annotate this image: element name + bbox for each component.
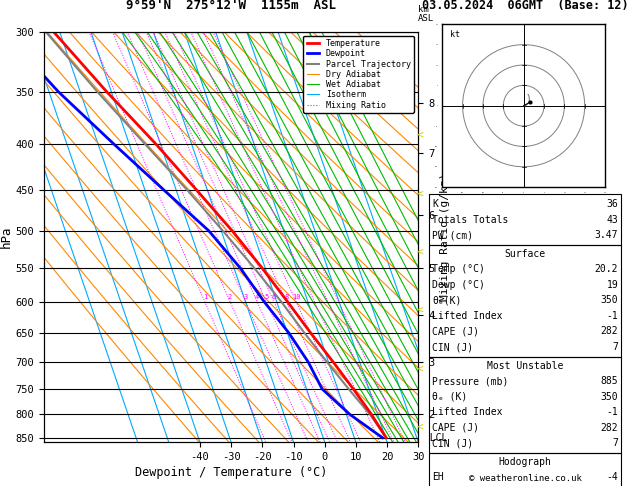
Text: Temp (°C): Temp (°C) (432, 264, 485, 274)
Text: <: < (417, 190, 423, 199)
Text: Hodograph: Hodograph (499, 457, 552, 467)
Text: 3: 3 (243, 294, 248, 300)
Text: <: < (417, 306, 423, 316)
Text: 885: 885 (601, 376, 618, 386)
Text: CAPE (J): CAPE (J) (432, 327, 479, 336)
Text: 03.05.2024  06GMT  (Base: 12): 03.05.2024 06GMT (Base: 12) (422, 0, 628, 12)
Text: 2: 2 (228, 294, 232, 300)
Text: 19: 19 (606, 280, 618, 290)
Text: 282: 282 (601, 423, 618, 433)
Text: Pressure (mb): Pressure (mb) (432, 376, 508, 386)
Text: <: < (417, 423, 423, 433)
Text: 20.2: 20.2 (595, 264, 618, 274)
Text: PW (cm): PW (cm) (432, 230, 473, 240)
Text: -4: -4 (606, 472, 618, 482)
Text: Dewp (°C): Dewp (°C) (432, 280, 485, 290)
Y-axis label: hPa: hPa (0, 226, 13, 248)
Text: Lifted Index: Lifted Index (432, 311, 503, 321)
Text: 9°59'N  275°12'W  1155m  ASL: 9°59'N 275°12'W 1155m ASL (126, 0, 336, 12)
Text: Totals Totals: Totals Totals (432, 215, 508, 225)
Text: © weatheronline.co.uk: © weatheronline.co.uk (469, 474, 582, 483)
Text: 8: 8 (284, 294, 289, 300)
Text: 1: 1 (203, 294, 207, 300)
Text: <: < (417, 248, 423, 258)
Text: -1: -1 (606, 407, 618, 417)
Text: CIN (J): CIN (J) (432, 342, 473, 352)
X-axis label: Dewpoint / Temperature (°C): Dewpoint / Temperature (°C) (135, 466, 327, 479)
Text: 5: 5 (264, 294, 269, 300)
Y-axis label: Mixing Ratio (g/kg): Mixing Ratio (g/kg) (440, 173, 450, 301)
Text: kt: kt (450, 30, 460, 38)
Text: 10: 10 (292, 294, 301, 300)
Text: 7: 7 (613, 438, 618, 448)
Text: 4: 4 (255, 294, 259, 300)
Text: θₑ(K): θₑ(K) (432, 295, 462, 305)
Text: 3.47: 3.47 (595, 230, 618, 240)
Text: Most Unstable: Most Unstable (487, 361, 564, 371)
Text: θₑ (K): θₑ (K) (432, 392, 467, 401)
Text: CAPE (J): CAPE (J) (432, 423, 479, 433)
Text: 350: 350 (601, 392, 618, 401)
Text: LCL: LCL (418, 433, 448, 443)
Text: 36: 36 (606, 199, 618, 209)
Text: -1: -1 (606, 311, 618, 321)
Text: Lifted Index: Lifted Index (432, 407, 503, 417)
Text: K: K (432, 199, 438, 209)
Text: km
ASL: km ASL (418, 5, 435, 23)
Text: EH: EH (432, 472, 444, 482)
Text: 282: 282 (601, 327, 618, 336)
Text: <: < (417, 364, 423, 374)
Legend: Temperature, Dewpoint, Parcel Trajectory, Dry Adiabat, Wet Adiabat, Isotherm, Mi: Temperature, Dewpoint, Parcel Trajectory… (303, 36, 414, 113)
Text: CIN (J): CIN (J) (432, 438, 473, 448)
Text: 7: 7 (613, 342, 618, 352)
Text: <: < (417, 131, 423, 141)
Text: 350: 350 (601, 295, 618, 305)
Text: Surface: Surface (504, 249, 546, 259)
Text: 43: 43 (606, 215, 618, 225)
Text: 6: 6 (272, 294, 276, 300)
